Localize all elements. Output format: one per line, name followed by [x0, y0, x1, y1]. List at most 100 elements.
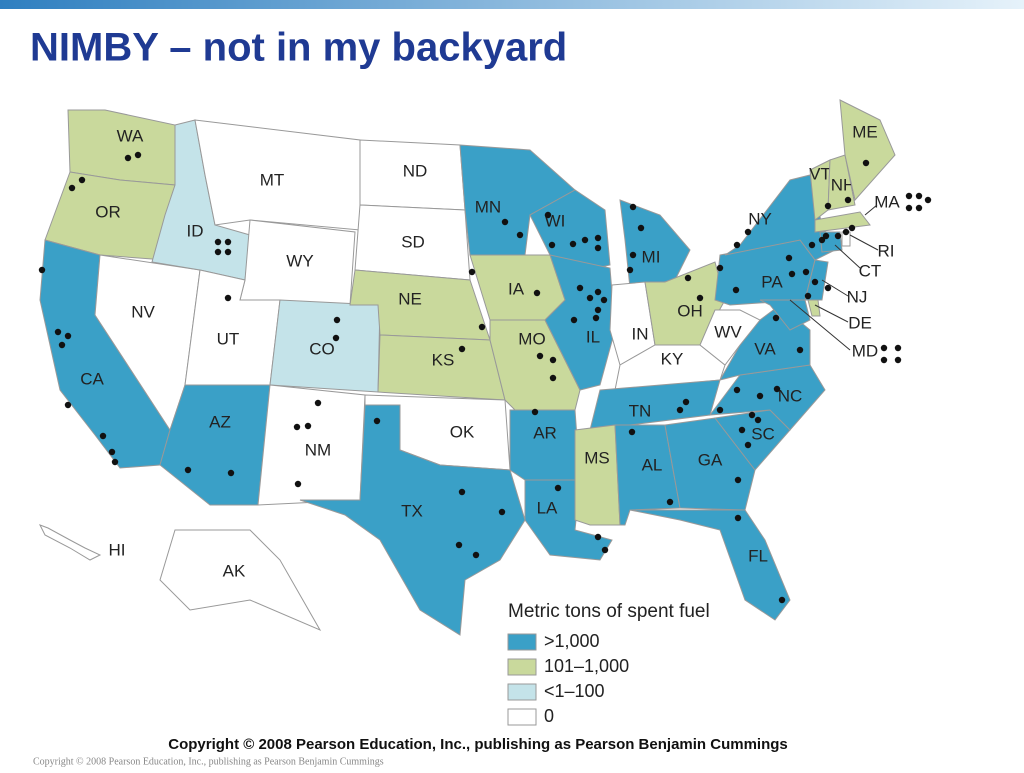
state-label: WA	[117, 126, 144, 145]
plant-dot	[716, 264, 724, 272]
state	[38, 524, 102, 561]
plant-dot	[501, 218, 509, 226]
state-label: ID	[187, 221, 204, 240]
plant-dot	[802, 268, 810, 276]
plant-dot	[915, 192, 923, 200]
plant-dot	[905, 192, 913, 200]
plant-dot	[516, 231, 524, 239]
legend-swatch	[507, 633, 537, 651]
plant-dot	[716, 406, 724, 414]
plant-dot	[734, 476, 742, 484]
state-label: HI	[109, 540, 126, 559]
plant-dot	[594, 306, 602, 314]
plant-dot	[304, 422, 312, 430]
state-label: LA	[537, 498, 558, 517]
plant-dot	[124, 154, 132, 162]
plant-dot	[744, 228, 752, 236]
plant-dot	[594, 533, 602, 541]
plant-dot	[894, 356, 902, 364]
plant-dot	[108, 448, 116, 456]
plant-dot	[600, 296, 608, 304]
state-label: NY	[748, 209, 772, 228]
plant-dot	[184, 466, 192, 474]
plant-dot	[818, 236, 826, 244]
plant-dot	[734, 514, 742, 522]
plant-dot	[333, 316, 341, 324]
plant-dot	[294, 480, 302, 488]
state-label: OK	[450, 422, 475, 441]
plant-dot	[754, 416, 762, 424]
legend-label: >1,000	[544, 631, 600, 651]
plant-dot	[548, 241, 556, 249]
plant-dot	[224, 248, 232, 256]
plant-dot	[626, 266, 634, 274]
plant-dot	[458, 345, 466, 353]
plant-dot	[601, 546, 609, 554]
plant-dot	[778, 596, 786, 604]
state-label: ND	[403, 161, 428, 180]
plant-dot	[468, 268, 476, 276]
plant-dot	[134, 151, 142, 159]
plant-dot	[733, 241, 741, 249]
plant-dot	[834, 232, 842, 240]
plant-dot	[924, 196, 932, 204]
plant-dot	[842, 228, 850, 236]
plant-dot	[536, 352, 544, 360]
plant-dot	[458, 488, 466, 496]
plant-dot	[696, 294, 704, 302]
plant-dot	[804, 292, 812, 300]
state	[459, 144, 576, 256]
state-label: AZ	[209, 412, 231, 431]
plant-dot	[629, 251, 637, 259]
plant-dot	[498, 508, 506, 516]
state-label: MO	[518, 329, 545, 348]
legend-swatch	[507, 658, 537, 676]
state	[619, 199, 691, 289]
plant-dot	[314, 399, 322, 407]
plant-dot	[629, 203, 637, 211]
slide-title: NIMBY – not in my backyard	[30, 26, 567, 70]
state-label: NE	[398, 289, 422, 308]
plant-dot	[880, 344, 888, 352]
state-label: MD	[852, 341, 878, 360]
plant-dot	[581, 236, 589, 244]
legend-label: <1–100	[544, 681, 605, 701]
state	[699, 309, 761, 366]
plant-dot	[894, 344, 902, 352]
footer: Copyright © 2008 Pearson Education, Inc.…	[33, 756, 384, 767]
plant-dot	[214, 238, 222, 246]
state	[839, 99, 896, 202]
plant-dot	[732, 286, 740, 294]
plant-dot	[111, 458, 119, 466]
state-label: IL	[586, 327, 600, 346]
plant-dot	[594, 234, 602, 242]
state-label: OH	[677, 301, 703, 320]
plant-dot	[549, 374, 557, 382]
plant-dot	[811, 278, 819, 286]
legend: Metric tons of spent fuel >1,000 101–1,00…	[507, 601, 710, 726]
plant-dot	[293, 423, 301, 431]
plant-dot	[684, 274, 692, 282]
state-label: AL	[642, 455, 663, 474]
state-label: UT	[217, 329, 240, 348]
plant-dot	[824, 284, 832, 292]
plant-dot	[549, 356, 557, 364]
states: WA OR CA NV ID MT WY UT CO AZ NM ND SD NE KS OK TX MN IA MO…	[38, 99, 900, 636]
plant-dot	[637, 224, 645, 232]
plant-dot	[224, 294, 232, 302]
state-label: GA	[698, 450, 723, 469]
state-label: MN	[475, 197, 501, 216]
legend-label: 0	[544, 706, 554, 726]
state-label: IN	[632, 324, 649, 343]
state-label: FL	[748, 546, 768, 565]
plant-dot	[756, 392, 764, 400]
plant-dot	[332, 334, 340, 342]
state	[544, 254, 616, 391]
state-label: IA	[508, 279, 525, 298]
plant-dot	[682, 398, 690, 406]
state-label: VA	[754, 339, 776, 358]
legend-swatch	[507, 708, 537, 726]
state-label: OR	[95, 202, 121, 221]
state-label: MS	[584, 448, 610, 467]
